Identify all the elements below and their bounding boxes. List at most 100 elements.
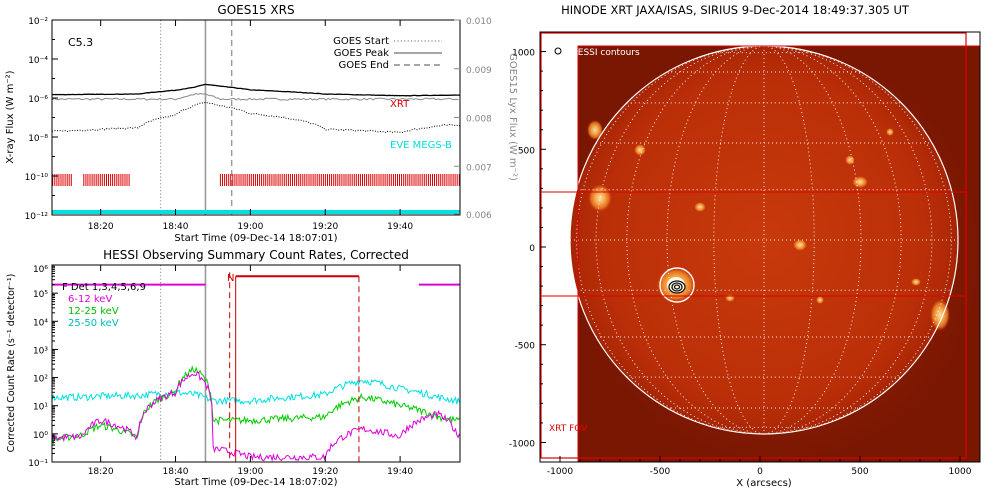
goes-x-tick-label: 19:40 xyxy=(387,222,413,232)
hessi-x-tick-label: 19:00 xyxy=(237,467,263,477)
hessi-y-tick-label: 10³ xyxy=(33,346,48,356)
legend-12-25kev: 12-25 keV xyxy=(68,306,119,317)
hessi-y-tick-label: 10⁻¹ xyxy=(28,459,48,469)
xrt-fov-box xyxy=(540,32,967,459)
hessi-y-tick-label: 10⁰ xyxy=(33,431,48,441)
longitude-line xyxy=(626,46,765,434)
xrt-x-tick-label: 1000 xyxy=(949,467,972,477)
goes-panel: GOES15 XRS 10⁻² 10⁻⁴ 10⁻⁶ 10⁻⁸ 10⁻¹⁰ 10⁻¹² 0.… xyxy=(5,3,518,244)
goes-left-tick-label: 10⁻¹⁰ xyxy=(25,173,49,183)
xrt-xlabel: X (arcsecs) xyxy=(736,478,792,489)
xrt-panel: HINODE XRT JAXA/ISAS, SIRIUS 9-Dec-2014 … xyxy=(509,3,981,489)
night-flag-label: N xyxy=(227,273,234,284)
xrt-series-label: XRT xyxy=(390,99,410,110)
goes-left-tick-label: 10⁻⁸ xyxy=(28,134,48,144)
longitude-line xyxy=(763,46,902,434)
hessi-y-tick-label: 10¹ xyxy=(33,403,48,413)
active-region xyxy=(793,239,807,251)
goes-right-tick-label: 0.010 xyxy=(466,17,492,27)
goes-class-label: C5.3 xyxy=(68,36,93,49)
hessi-legend: F Det 1,3,4,5,6,9 6-12 keV 12-25 keV 25-… xyxy=(62,282,146,329)
hessi-x-tick-label: 19:40 xyxy=(387,467,413,477)
xrt-y-tick-label: -1000 xyxy=(509,439,535,449)
goes-x-axis: 18:20 18:40 19:00 19:20 19:40 xyxy=(88,20,413,232)
hessi-contours-legend: HESSI contours xyxy=(571,48,640,58)
xrt-x-tick-label: -1000 xyxy=(547,467,573,477)
goes-legend: GOES Start GOES Peak GOES End xyxy=(333,36,442,71)
goes-left-tick-label: 10⁻¹² xyxy=(25,212,49,222)
hessi-y-axis: 10⁵ 10⁴ 10³ 10² 10¹ 10⁰ 10⁻¹ 10⁶ xyxy=(28,265,58,469)
solar-image xyxy=(540,32,980,462)
goes-low-line xyxy=(52,101,460,134)
active-region xyxy=(886,128,894,136)
hessi-xlabel: Start Time (09-Dec-14 18:07:02) xyxy=(174,477,337,488)
goes-right-tick-label: 0.008 xyxy=(466,115,492,125)
hessi-y-tick-label: 10⁶ xyxy=(33,265,48,275)
xrt-y-tick-label: 500 xyxy=(518,146,535,156)
eve-coverage-bar xyxy=(52,210,460,214)
xrt-title: HINODE XRT JAXA/ISAS, SIRIUS 9-Dec-2014 … xyxy=(561,3,910,17)
goes-curves xyxy=(52,20,460,215)
goes-right-axis: 0.010 0.009 0.008 0.007 0.006 xyxy=(454,17,492,221)
hessi-contour-legend-icon xyxy=(554,47,562,55)
hessi-contour xyxy=(671,282,683,292)
heliographic-grid xyxy=(570,46,958,434)
active-region xyxy=(725,294,735,302)
hessi-y-tick-label: 10⁴ xyxy=(33,318,48,328)
xrt-y-axis: 1000 500 0 -500 -1000 xyxy=(509,49,546,449)
longitude-line xyxy=(763,46,933,434)
xrt-x-tick-label: 500 xyxy=(851,467,868,477)
xrt-fov-label: XRT FOV xyxy=(549,424,588,434)
active-region xyxy=(588,184,612,212)
hessi-contour-outer xyxy=(659,267,695,303)
active-region xyxy=(845,155,855,165)
goes-x-tick-label: 18:20 xyxy=(88,222,114,232)
goes-right-tick-label: 0.009 xyxy=(466,66,492,76)
xrt-x-axis: -1000 -500 0 500 1000 xyxy=(547,456,972,477)
goes-left-axis: 10⁻² 10⁻⁴ 10⁻⁶ 10⁻⁸ 10⁻¹⁰ 10⁻¹² xyxy=(25,17,58,222)
goes-right-tick-label: 0.006 xyxy=(466,211,492,221)
hessi-title: HESSI Observing Summary Count Rates, Cor… xyxy=(103,248,409,262)
goes-left-tick-label: 10⁻⁴ xyxy=(28,56,48,66)
legend-goes-start: GOES Start xyxy=(333,36,389,47)
hessi-x-axis: 18:20 18:40 19:00 19:20 19:40 xyxy=(88,265,413,477)
active-region xyxy=(634,144,646,156)
eve-series-label: EVE MEGS-B xyxy=(390,140,452,151)
hessi-contour xyxy=(668,280,686,294)
goes-left-tick-label: 10⁻⁶ xyxy=(28,95,48,105)
active-region xyxy=(930,299,950,331)
hessi-plot-frame xyxy=(51,264,461,463)
legend-goes-end: GOES End xyxy=(339,60,389,71)
legend-goes-peak: GOES Peak xyxy=(334,48,389,59)
hessi-contours xyxy=(659,267,695,303)
goes-right-tick-label: 0.007 xyxy=(466,163,492,173)
legend-detectors: F Det 1,3,4,5,6,9 xyxy=(62,282,146,293)
goes-x-tick-label: 19:00 xyxy=(237,222,263,232)
hessi-y-tick-label: 10² xyxy=(33,375,48,385)
hessi-curves xyxy=(52,265,460,462)
hessi-ylabel: Corrected Count Rate (s⁻¹ detector⁻¹) xyxy=(6,274,17,453)
hessi-contour xyxy=(673,284,681,290)
hessi-12-25kev-line xyxy=(52,365,460,445)
goes-xlabel: Start Time (09-Dec-14 18:07:01) xyxy=(174,233,337,244)
longitude-line xyxy=(763,46,815,434)
hessi-panel: HESSI Observing Summary Count Rates, Cor… xyxy=(6,248,461,488)
xrt-y-tick-label: 1000 xyxy=(512,49,535,59)
goes-ylabel-left: X-ray Flux (W m⁻²) xyxy=(5,70,16,163)
active-region xyxy=(694,202,706,212)
xrt-x-tick-label: 0 xyxy=(757,467,763,477)
goes-title: GOES15 XRS xyxy=(217,3,294,17)
goes-high-line xyxy=(52,83,460,97)
goes-lyx-line xyxy=(52,92,459,101)
active-region xyxy=(911,278,921,286)
xrt-y-tick-label: 0 xyxy=(529,244,535,254)
hessi-25-50kev-line xyxy=(52,378,460,406)
longitude-line xyxy=(713,46,765,434)
goes-x-tick-label: 18:40 xyxy=(163,222,189,232)
active-region xyxy=(852,176,868,188)
goes-x-tick-label: 19:20 xyxy=(312,222,338,232)
active-region xyxy=(587,120,603,140)
active-region xyxy=(816,296,824,304)
